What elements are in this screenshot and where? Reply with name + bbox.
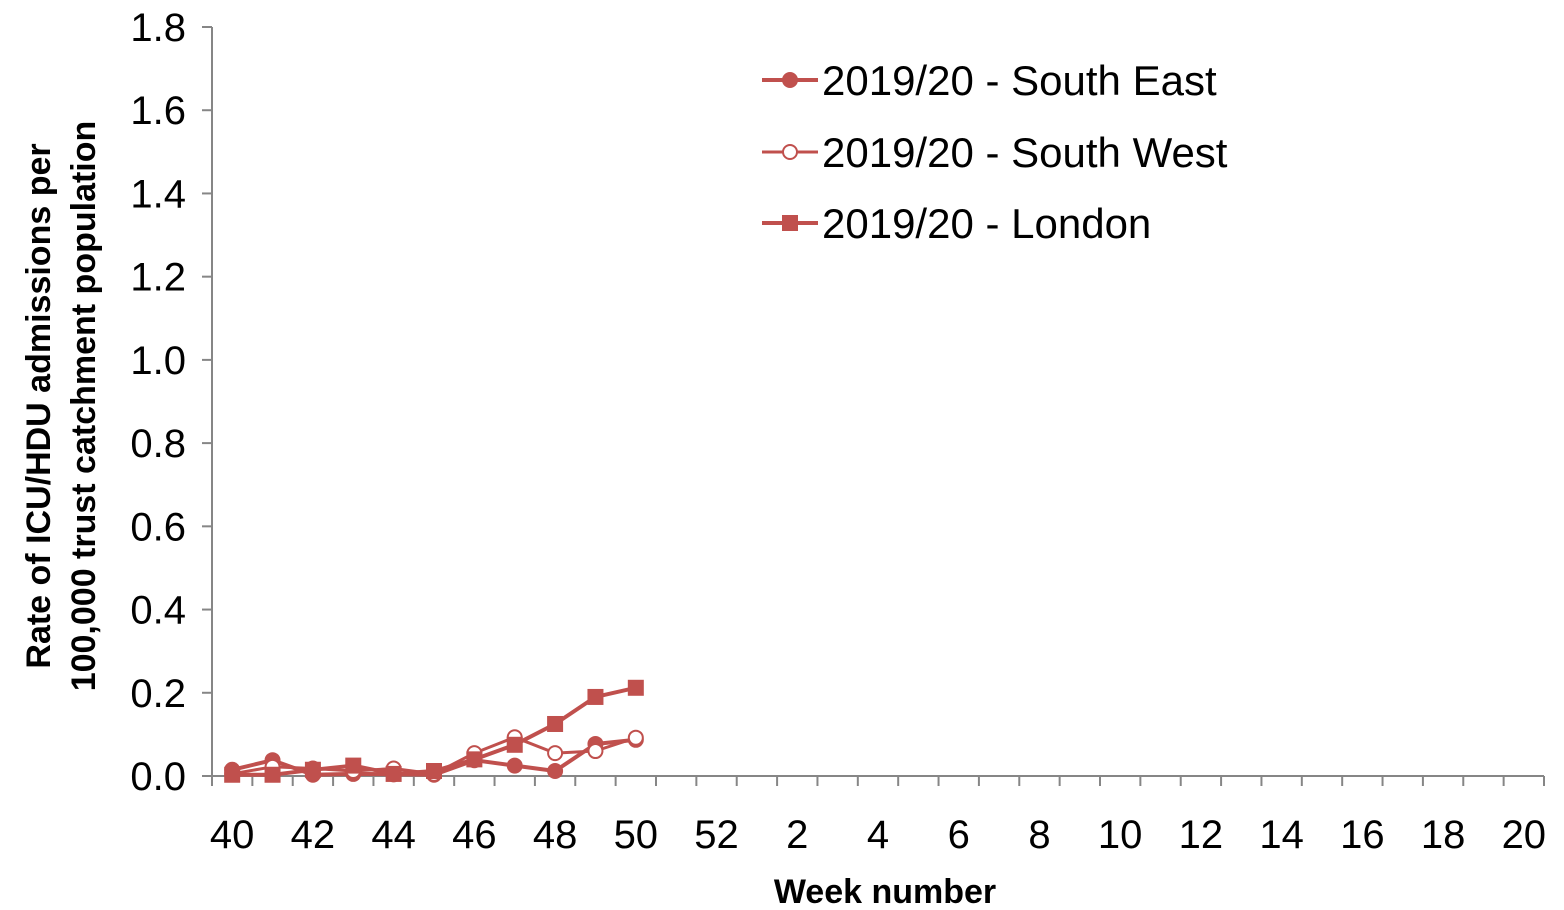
data-point — [345, 757, 362, 774]
data-point — [627, 679, 644, 696]
legend-label: 2019/20 - South West — [822, 129, 1228, 176]
legend-marker — [782, 215, 798, 231]
data-point — [264, 766, 281, 783]
data-point — [627, 729, 644, 746]
data-point — [547, 763, 564, 780]
data-point — [587, 743, 604, 760]
data-point — [224, 766, 241, 783]
x-tick-label: 18 — [1421, 813, 1466, 857]
data-point — [506, 757, 523, 774]
y-tick-label: 1.4 — [130, 172, 186, 216]
legend-label: 2019/20 - South East — [822, 57, 1217, 104]
y-tick-label: 0.4 — [130, 589, 186, 633]
x-tick-label: 14 — [1259, 813, 1304, 857]
y-tick-label: 1.0 — [130, 339, 186, 383]
series-line — [232, 685, 637, 777]
data-point — [587, 688, 604, 705]
legend-item-2: 2019/20 - South West — [762, 129, 1228, 176]
series-layer — [224, 679, 644, 783]
x-tick-label: 6 — [948, 813, 970, 857]
x-axis-ticks: 40 42 44 46 48 50 52 2 4 6 8 10 12 14 16 18 20 — [210, 776, 1546, 857]
data-point — [506, 736, 523, 753]
x-tick-label: 42 — [291, 813, 336, 857]
y-tick-label: 0.0 — [130, 755, 186, 799]
data-point — [385, 765, 402, 782]
legend-item-1: 2019/20 - South East — [762, 57, 1217, 104]
y-tick-label: 1.6 — [130, 89, 186, 133]
y-tick-label: 1.8 — [130, 6, 186, 50]
x-tick-label: 10 — [1098, 813, 1143, 857]
legend-label: 2019/20 - London — [822, 200, 1151, 247]
x-tick-label: 50 — [614, 813, 659, 857]
data-point — [426, 763, 442, 780]
x-tick-label: 4 — [867, 813, 889, 857]
x-tick-label: 44 — [371, 813, 416, 857]
data-point — [304, 761, 321, 778]
legend-marker — [782, 144, 798, 160]
x-tick-label: 12 — [1179, 813, 1224, 857]
legend-marker — [782, 72, 798, 88]
x-axis-title: Week number — [774, 873, 996, 910]
x-tick-label: 48 — [533, 813, 578, 857]
data-point — [547, 745, 564, 762]
data-point — [466, 751, 483, 768]
y-axis-title-line-1: Rate of ICU/HDU admissions per — [20, 143, 58, 668]
y-axis-ticks: 0.0 0.2 0.4 0.6 0.8 1.0 1.2 1.4 1.6 1.8 — [130, 6, 212, 799]
x-tick-label: 52 — [694, 813, 739, 857]
y-tick-label: 0.2 — [130, 672, 186, 716]
x-tick-label: 8 — [1028, 813, 1050, 857]
legend: 2019/20 - South East 2019/20 - South West… — [762, 57, 1228, 247]
x-tick-label: 16 — [1340, 813, 1385, 857]
y-tick-label: 0.6 — [130, 505, 186, 549]
legend-item-3: 2019/20 - London — [762, 200, 1151, 247]
x-tick-label: 40 — [210, 813, 255, 857]
x-tick-label: 46 — [452, 813, 497, 857]
x-tick-label: 20 — [1502, 813, 1547, 857]
y-tick-label: 0.8 — [130, 422, 186, 466]
y-axis-title: Rate of ICU/HDU admissions per 100,000 t… — [20, 121, 103, 692]
series-3 — [224, 679, 644, 783]
data-point — [547, 715, 564, 732]
y-tick-label: 1.2 — [130, 256, 186, 300]
x-tick-label: 2 — [786, 813, 808, 857]
y-axis-title-line-2: 100,000 trust catchment population — [65, 121, 103, 692]
